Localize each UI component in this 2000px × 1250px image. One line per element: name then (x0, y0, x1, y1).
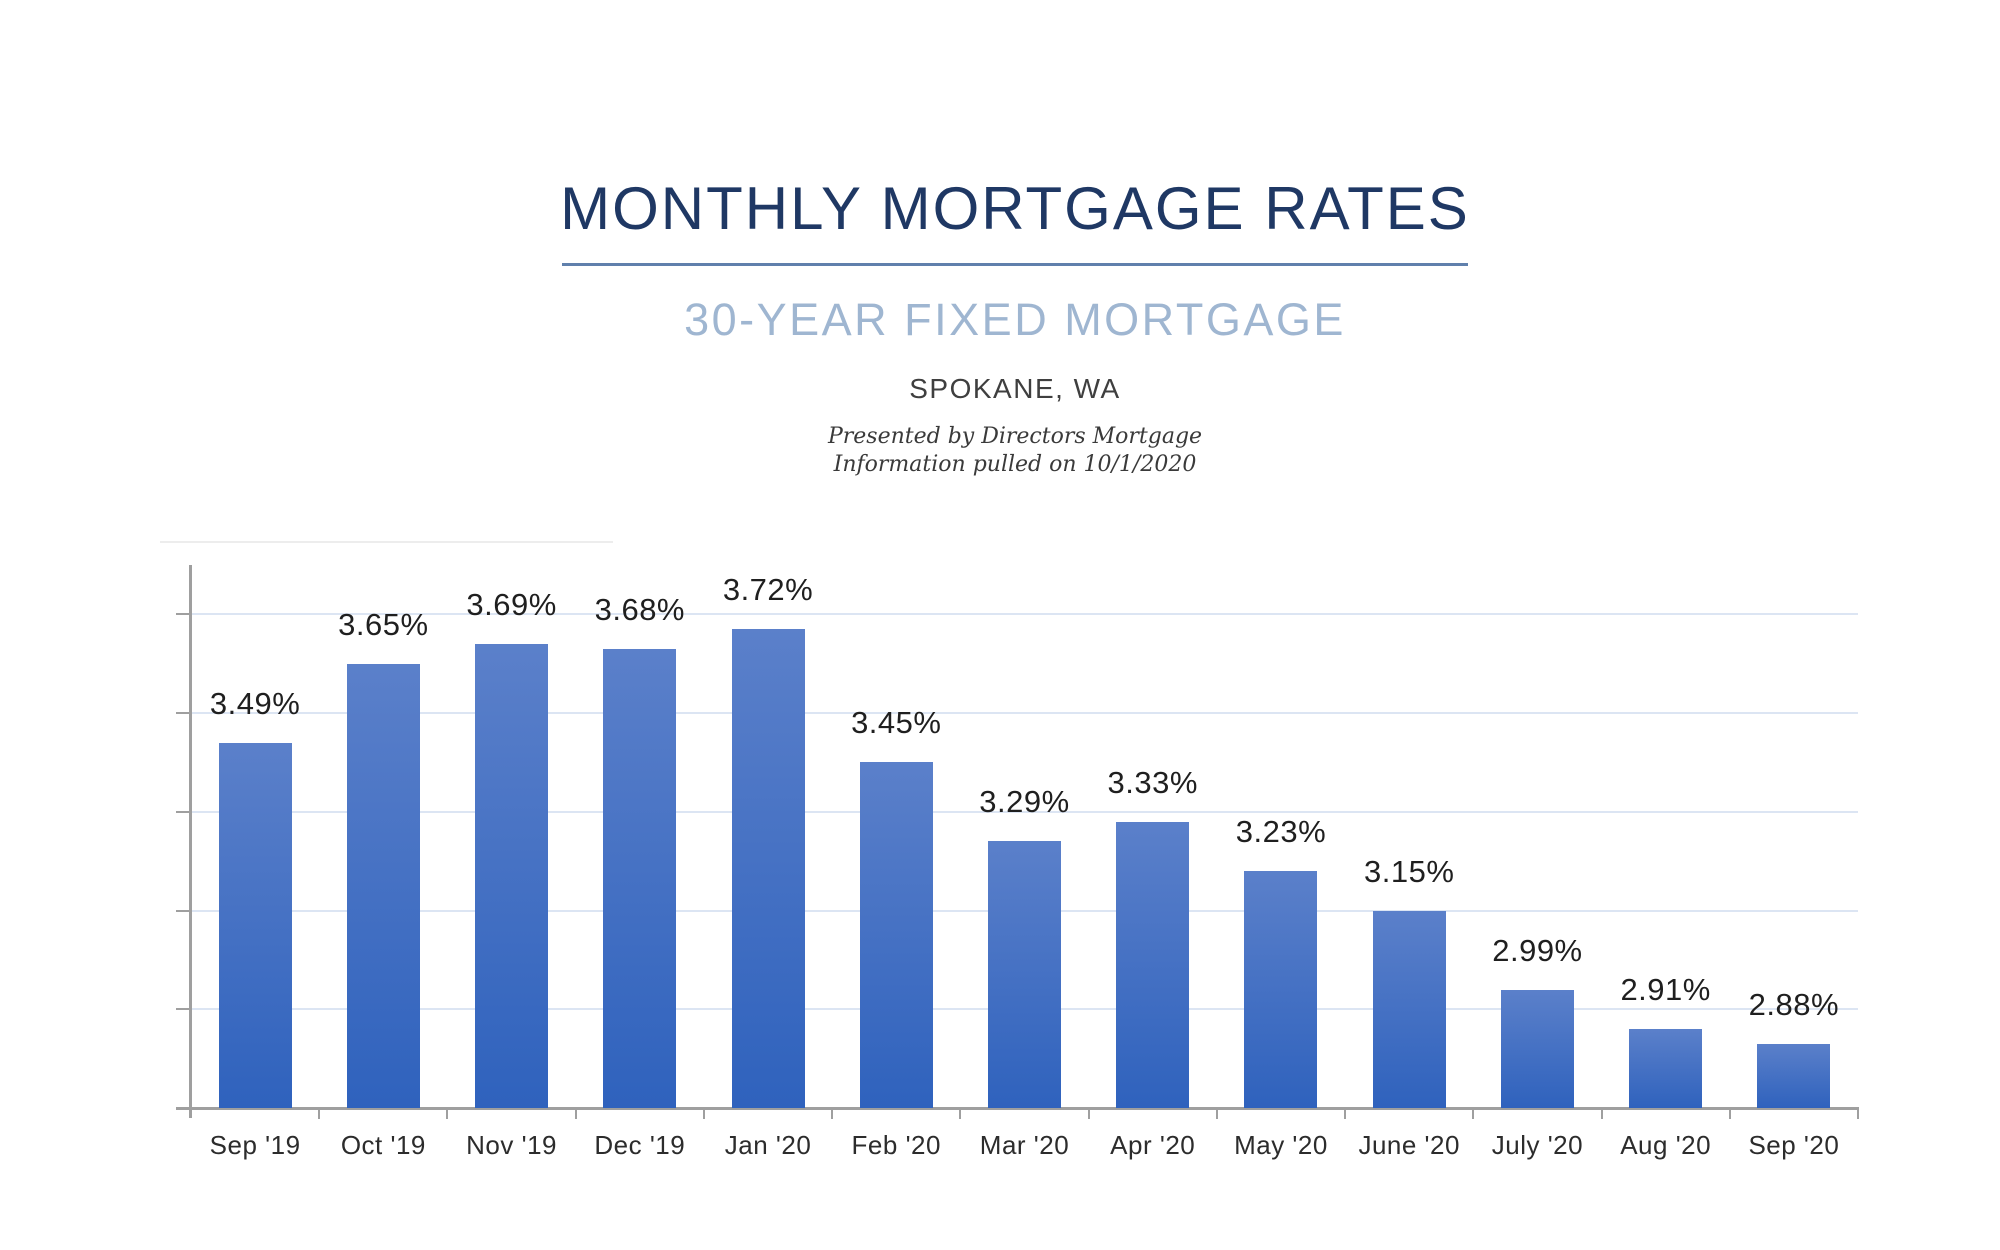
x-axis-tick (1857, 1107, 1859, 1119)
y-axis-tick (176, 909, 191, 912)
x-axis-tick (318, 1107, 321, 1119)
bar-value-label: 3.45% (851, 705, 942, 741)
bar-value-label: 2.91% (1620, 972, 1711, 1007)
bar (859, 762, 933, 1108)
bar-value-label: 2.99% (1492, 932, 1583, 968)
credit-line-2: Information pulled on 10/1/2020 (833, 452, 1197, 477)
y-axis-tick (176, 613, 191, 616)
bar (346, 663, 420, 1108)
bar-value-label: 3.33% (1107, 764, 1198, 800)
y-axis-tick (176, 1008, 191, 1011)
x-axis-label: Jan '20 (724, 1130, 812, 1160)
location-label: SPOKANE, WA (909, 373, 1121, 404)
x-axis-label: Aug '20 (1620, 1130, 1712, 1160)
x-axis-tick (702, 1107, 705, 1119)
x-axis-tick (1087, 1107, 1090, 1119)
chart-subtitle: 30-YEAR FIXED MORTGAGE (684, 294, 1346, 345)
bar (1116, 821, 1190, 1108)
bar (1757, 1043, 1831, 1108)
x-axis-label: May '20 (1234, 1130, 1328, 1160)
bar (1500, 989, 1574, 1108)
bar-value-label: 3.29% (979, 784, 1070, 820)
x-axis-tick (959, 1107, 962, 1119)
credit-line-1: Presented by Directors Mortgage (827, 424, 1203, 449)
gridline (191, 613, 1858, 616)
bar (1629, 1029, 1703, 1108)
x-axis-label: Sep '20 (1748, 1130, 1840, 1160)
gridline (191, 712, 1858, 715)
x-axis-tick (446, 1107, 449, 1119)
bar-value-label: 2.88% (1748, 986, 1840, 1022)
x-axis-label: Mar '20 (979, 1130, 1070, 1160)
bar (1244, 871, 1318, 1108)
x-axis-label: June '20 (1358, 1130, 1460, 1160)
x-axis-label: Dec '19 (594, 1130, 686, 1160)
bar (218, 742, 292, 1108)
page-title: MONTHLY MORTGAGE RATES (560, 175, 1470, 242)
x-axis-tick (831, 1107, 834, 1119)
x-axis-tick (1600, 1107, 1603, 1119)
bar-value-label: 3.69% (466, 586, 557, 622)
y-axis-tick (176, 712, 191, 715)
y-axis-tick (176, 810, 191, 813)
y-axis-line (189, 565, 192, 1118)
x-axis-tick (1344, 1107, 1347, 1119)
x-axis-tick (574, 1107, 577, 1119)
title-divider (562, 263, 1468, 266)
bar-value-label: 3.68% (594, 591, 685, 627)
x-axis-tick (1728, 1107, 1731, 1119)
top-border-line (160, 541, 613, 543)
x-axis-tick (1215, 1107, 1218, 1119)
x-axis-label: Apr '20 (1110, 1130, 1196, 1160)
bar-value-label: 3.49% (209, 685, 301, 721)
x-axis-line (176, 1107, 1858, 1110)
bar-value-label: 3.15% (1363, 853, 1455, 889)
bar-value-label: 3.23% (1235, 814, 1327, 850)
bar (1372, 910, 1446, 1108)
x-axis-label: Sep '19 (209, 1130, 301, 1160)
bar (475, 643, 549, 1108)
bar (731, 629, 805, 1108)
gridline (191, 810, 1858, 813)
bar (988, 841, 1061, 1108)
bar (603, 648, 677, 1108)
bar-value-label: 3.72% (722, 572, 814, 608)
bar-value-label: 3.65% (338, 606, 429, 642)
x-axis-label: July '20 (1491, 1130, 1584, 1160)
x-axis-tick (1472, 1107, 1475, 1119)
x-axis-label: Feb '20 (851, 1130, 941, 1160)
x-axis-label: Oct '19 (340, 1130, 426, 1160)
x-axis-label: Nov '19 (466, 1130, 557, 1160)
